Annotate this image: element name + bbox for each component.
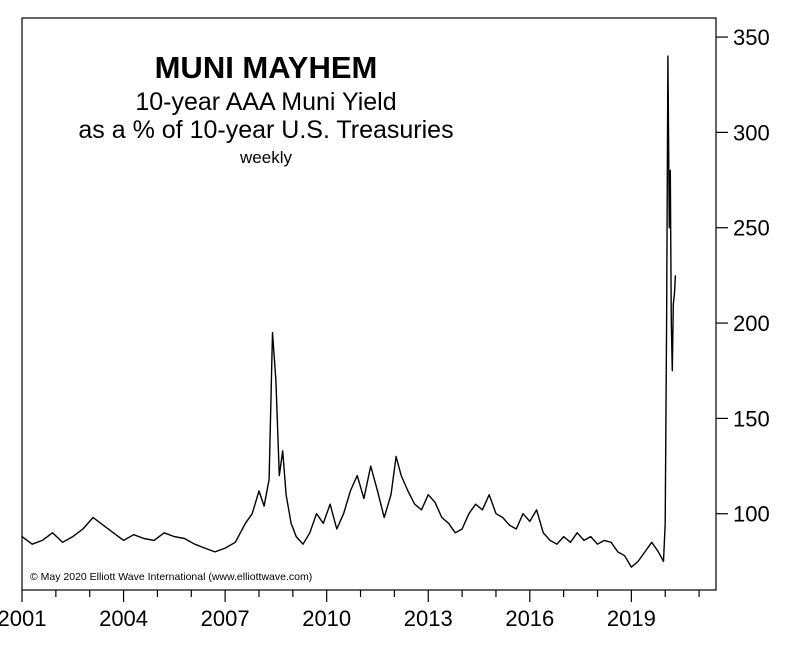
y-axis: 100 150 200 250 300 350 xyxy=(716,25,770,527)
x-tick-label: 2010 xyxy=(302,606,351,631)
y-tick-label: 250 xyxy=(733,216,770,241)
x-tick-label: 2004 xyxy=(99,606,148,631)
series-line xyxy=(21,55,677,568)
chart-title: MUNI MAYHEM xyxy=(155,50,378,85)
y-tick-label: 150 xyxy=(733,406,770,431)
y-tick-label: 300 xyxy=(733,120,770,145)
y-tick-label: 100 xyxy=(733,502,770,527)
x-tick-label: 2001 xyxy=(0,606,46,631)
y-tick-label: 200 xyxy=(733,311,770,336)
chart-subtitle-line-2: as a % of 10-year U.S. Treasuries xyxy=(78,116,453,144)
x-minor-ticks xyxy=(21,590,700,602)
y-tick-label: 350 xyxy=(733,25,770,50)
x-tick-label: 2019 xyxy=(607,606,656,631)
x-tick-label: 2007 xyxy=(201,606,250,631)
chart-subtitle-line-1: 10-year AAA Muni Yield xyxy=(135,88,396,116)
x-axis: 2001 2004 2007 2010 2013 2016 2019 xyxy=(0,590,700,631)
frequency-note: weekly xyxy=(239,148,292,167)
copyright-credit: © May 2020 Elliott Wave International (w… xyxy=(30,571,312,583)
x-tick-label: 2013 xyxy=(404,606,453,631)
plot-area xyxy=(21,17,717,591)
x-tick-label: 2016 xyxy=(505,606,554,631)
